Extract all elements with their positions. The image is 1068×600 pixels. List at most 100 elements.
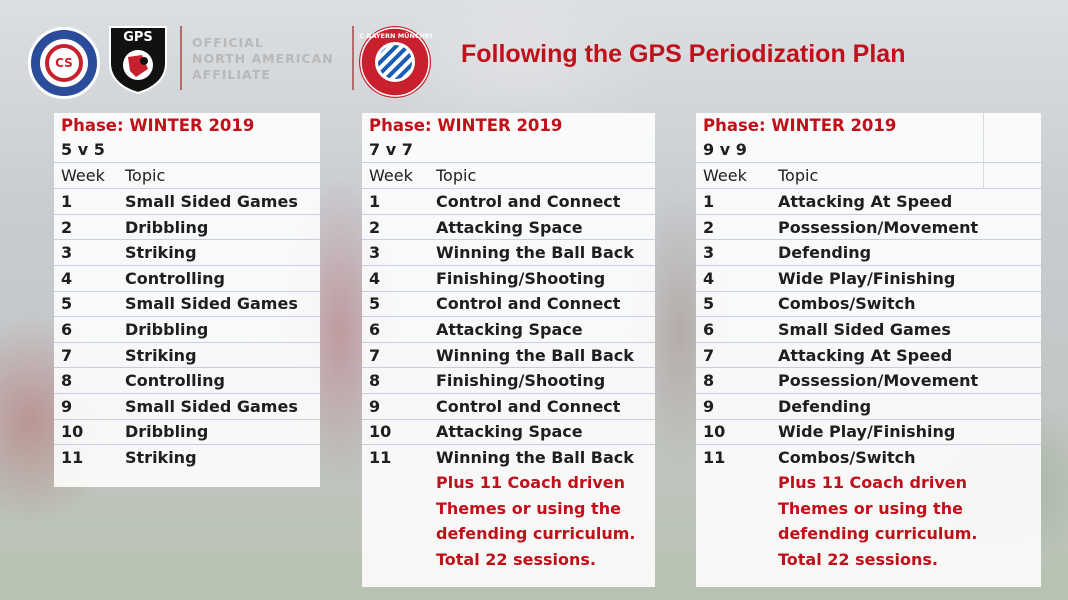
note-text: defending curriculum. <box>436 524 636 544</box>
note-spacer <box>696 495 771 521</box>
table-row: 10 Wide Play/Finishing <box>696 418 1041 445</box>
week-number: 1 <box>696 188 771 215</box>
week-number: 4 <box>54 264 118 292</box>
week-number: 5 <box>54 290 118 317</box>
bayern-logo-text: FC BAYERN MÜNCHEN <box>358 31 432 40</box>
table-row: 7 Winning the Ball Back <box>362 341 655 368</box>
note-spacer <box>362 495 429 521</box>
topic-name: Control and Connect <box>429 392 655 420</box>
week-number: 6 <box>54 316 118 343</box>
week-number: 8 <box>696 367 771 394</box>
topic-header: Topic <box>118 162 320 189</box>
note-row: defending curriculum. <box>362 521 655 547</box>
topic-name: Defending <box>771 239 1041 266</box>
note-row: Plus 11 Coach driven <box>362 470 655 496</box>
week-number: 1 <box>54 188 118 215</box>
table-row: 4 Controlling <box>54 264 320 292</box>
week-number: 5 <box>696 290 771 317</box>
phase-label: Phase: WINTER 2019 <box>369 115 563 135</box>
table-row: 6 Attacking Space <box>362 316 655 343</box>
table-row: 9 Control and Connect <box>362 392 655 420</box>
week-number: 3 <box>362 239 429 266</box>
week-number: 9 <box>696 392 771 420</box>
table-row: 7 Striking <box>54 341 320 368</box>
note-text: defending curriculum. <box>778 524 978 544</box>
table-row: 10 Dribbling <box>54 418 320 445</box>
week-number: 4 <box>362 264 429 292</box>
topic-name: Wide Play/Finishing <box>771 418 1041 445</box>
topic-name: Control and Connect <box>429 290 655 317</box>
topic-name: Winning the Ball Back <box>429 444 655 470</box>
topic-name: Defending <box>771 392 1041 420</box>
schedule-table-7v7: Phase: WINTER 2019 7 v 7 Week Topic 1 Cont… <box>362 113 655 587</box>
page-title: Following the GPS Periodization Plan <box>461 40 906 68</box>
table-row: 6 Dribbling <box>54 316 320 343</box>
topic-name: Controlling <box>118 367 320 394</box>
week-number: 6 <box>696 316 771 343</box>
week-number: 7 <box>696 341 771 368</box>
topic-name: Attacking Space <box>429 418 655 445</box>
note-text: Themes or using the <box>436 498 621 518</box>
week-number: 2 <box>54 213 118 240</box>
divider-line <box>352 26 354 90</box>
topic-name: Striking <box>118 239 320 266</box>
schedule-table-9v9: Phase: WINTER 2019 9 v 9 Week Topic 1 Atta… <box>696 113 1041 587</box>
topic-name: Wide Play/Finishing <box>771 264 1041 292</box>
table-row: 11 Combos/Switch <box>696 444 1041 470</box>
week-number: 6 <box>362 316 429 343</box>
week-number: 2 <box>696 213 771 240</box>
table-row: 11 Striking <box>54 444 320 470</box>
format-label: 5 v 5 <box>61 140 105 160</box>
empty-column <box>983 113 1041 189</box>
table-row: 3 Striking <box>54 239 320 266</box>
table-row: 5 Combos/Switch <box>696 290 1041 317</box>
affiliate-line: OFFICIAL <box>192 35 264 50</box>
note-text: Total 22 sessions. <box>778 549 939 569</box>
note-spacer <box>696 470 771 496</box>
topic-name: Finishing/Shooting <box>429 264 655 292</box>
table-row: 3 Defending <box>696 239 1041 266</box>
table-row: 5 Control and Connect <box>362 290 655 317</box>
week-number: 11 <box>696 444 771 470</box>
week-number: 11 <box>54 444 118 470</box>
week-number: 10 <box>362 418 429 445</box>
topic-name: Attacking At Speed <box>771 341 1041 368</box>
week-number: 10 <box>54 418 118 445</box>
week-number: 3 <box>54 239 118 266</box>
note-row: Themes or using the <box>362 495 655 521</box>
week-number: 7 <box>54 341 118 368</box>
topic-name: Finishing/Shooting <box>429 367 655 394</box>
chill-soccer-logo: CS <box>28 27 100 99</box>
note-text: Plus 11 Coach driven <box>436 473 626 493</box>
phase-label: Phase: WINTER 2019 <box>61 115 255 135</box>
table-row: 11 Winning the Ball Back <box>362 444 655 470</box>
table-row: 1 Attacking At Speed <box>696 188 1041 215</box>
week-header: Week <box>362 162 429 189</box>
note-spacer <box>696 547 771 573</box>
topic-name: Dribbling <box>118 418 320 445</box>
topic-name: Striking <box>118 444 320 470</box>
week-header: Week <box>696 162 771 189</box>
chill-logo-initials: CS <box>45 44 83 82</box>
note-spacer <box>362 470 429 496</box>
topic-name: Dribbling <box>118 213 320 240</box>
topic-name: Small Sided Games <box>118 392 320 420</box>
week-number: 7 <box>362 341 429 368</box>
table-row: 9 Defending <box>696 392 1041 420</box>
note-spacer <box>362 521 429 547</box>
official-affiliate-text: OFFICIAL NORTH AMERICAN AFFILIATE <box>192 35 347 83</box>
week-number: 3 <box>696 239 771 266</box>
gps-logo: GPS <box>108 25 168 95</box>
topic-name: Possession/Movement <box>771 367 1041 394</box>
note-text: Plus 11 Coach driven <box>778 473 968 493</box>
table-row: 8 Controlling <box>54 367 320 394</box>
note-row: Total 22 sessions. <box>696 547 1041 573</box>
schedule-table-5v5: Phase: WINTER 2019 5 v 5 Week Topic 1 Smal… <box>54 113 320 487</box>
week-number: 8 <box>362 367 429 394</box>
divider-line <box>180 26 182 90</box>
table-row: 1 Small Sided Games <box>54 188 320 215</box>
note-spacer <box>362 547 429 573</box>
gps-logo-text: GPS <box>123 30 153 45</box>
note-text: Total 22 sessions. <box>436 549 597 569</box>
topic-name: Combos/Switch <box>771 444 1041 470</box>
